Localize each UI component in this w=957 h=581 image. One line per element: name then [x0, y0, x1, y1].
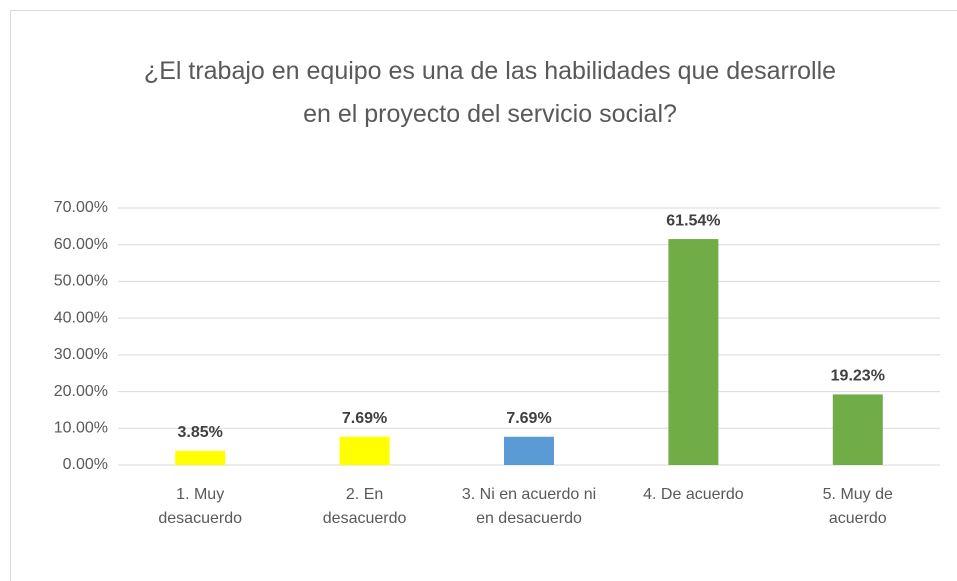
x-tick-label: 2. En desacuerdo [322, 486, 407, 527]
y-tick-label: 10.00% [54, 420, 108, 437]
data-label: 61.54% [666, 212, 720, 229]
y-tick-label: 0.00% [63, 456, 108, 473]
data-label: 7.69% [506, 410, 551, 427]
y-tick-label: 30.00% [54, 346, 108, 363]
y-tick-label: 50.00% [54, 273, 108, 290]
chart-border [10, 10, 957, 581]
x-tick-label: 3. Ni en acuerdo ni en desacuerdo [461, 486, 597, 527]
x-tick-label: 1. Muy desacuerdo [158, 486, 242, 527]
data-label: 3.85% [178, 424, 223, 441]
bar [504, 436, 554, 465]
chart-title: ¿El trabajo en equipo es una de las habi… [143, 57, 837, 128]
data-label: 19.23% [831, 368, 885, 385]
y-tick-label: 40.00% [54, 309, 108, 326]
bar [339, 436, 390, 465]
x-tick-label: 5. Muy de acuerdo [822, 486, 893, 527]
y-tick-label: 20.00% [54, 383, 108, 400]
x-tick-label: 4. De acuerdo [643, 486, 744, 503]
bar [175, 450, 226, 465]
data-label: 7.69% [342, 410, 387, 427]
y-tick-label: 60.00% [54, 236, 108, 253]
y-tick-label: 70.00% [54, 199, 108, 216]
bar [832, 394, 883, 465]
bar [668, 239, 719, 465]
